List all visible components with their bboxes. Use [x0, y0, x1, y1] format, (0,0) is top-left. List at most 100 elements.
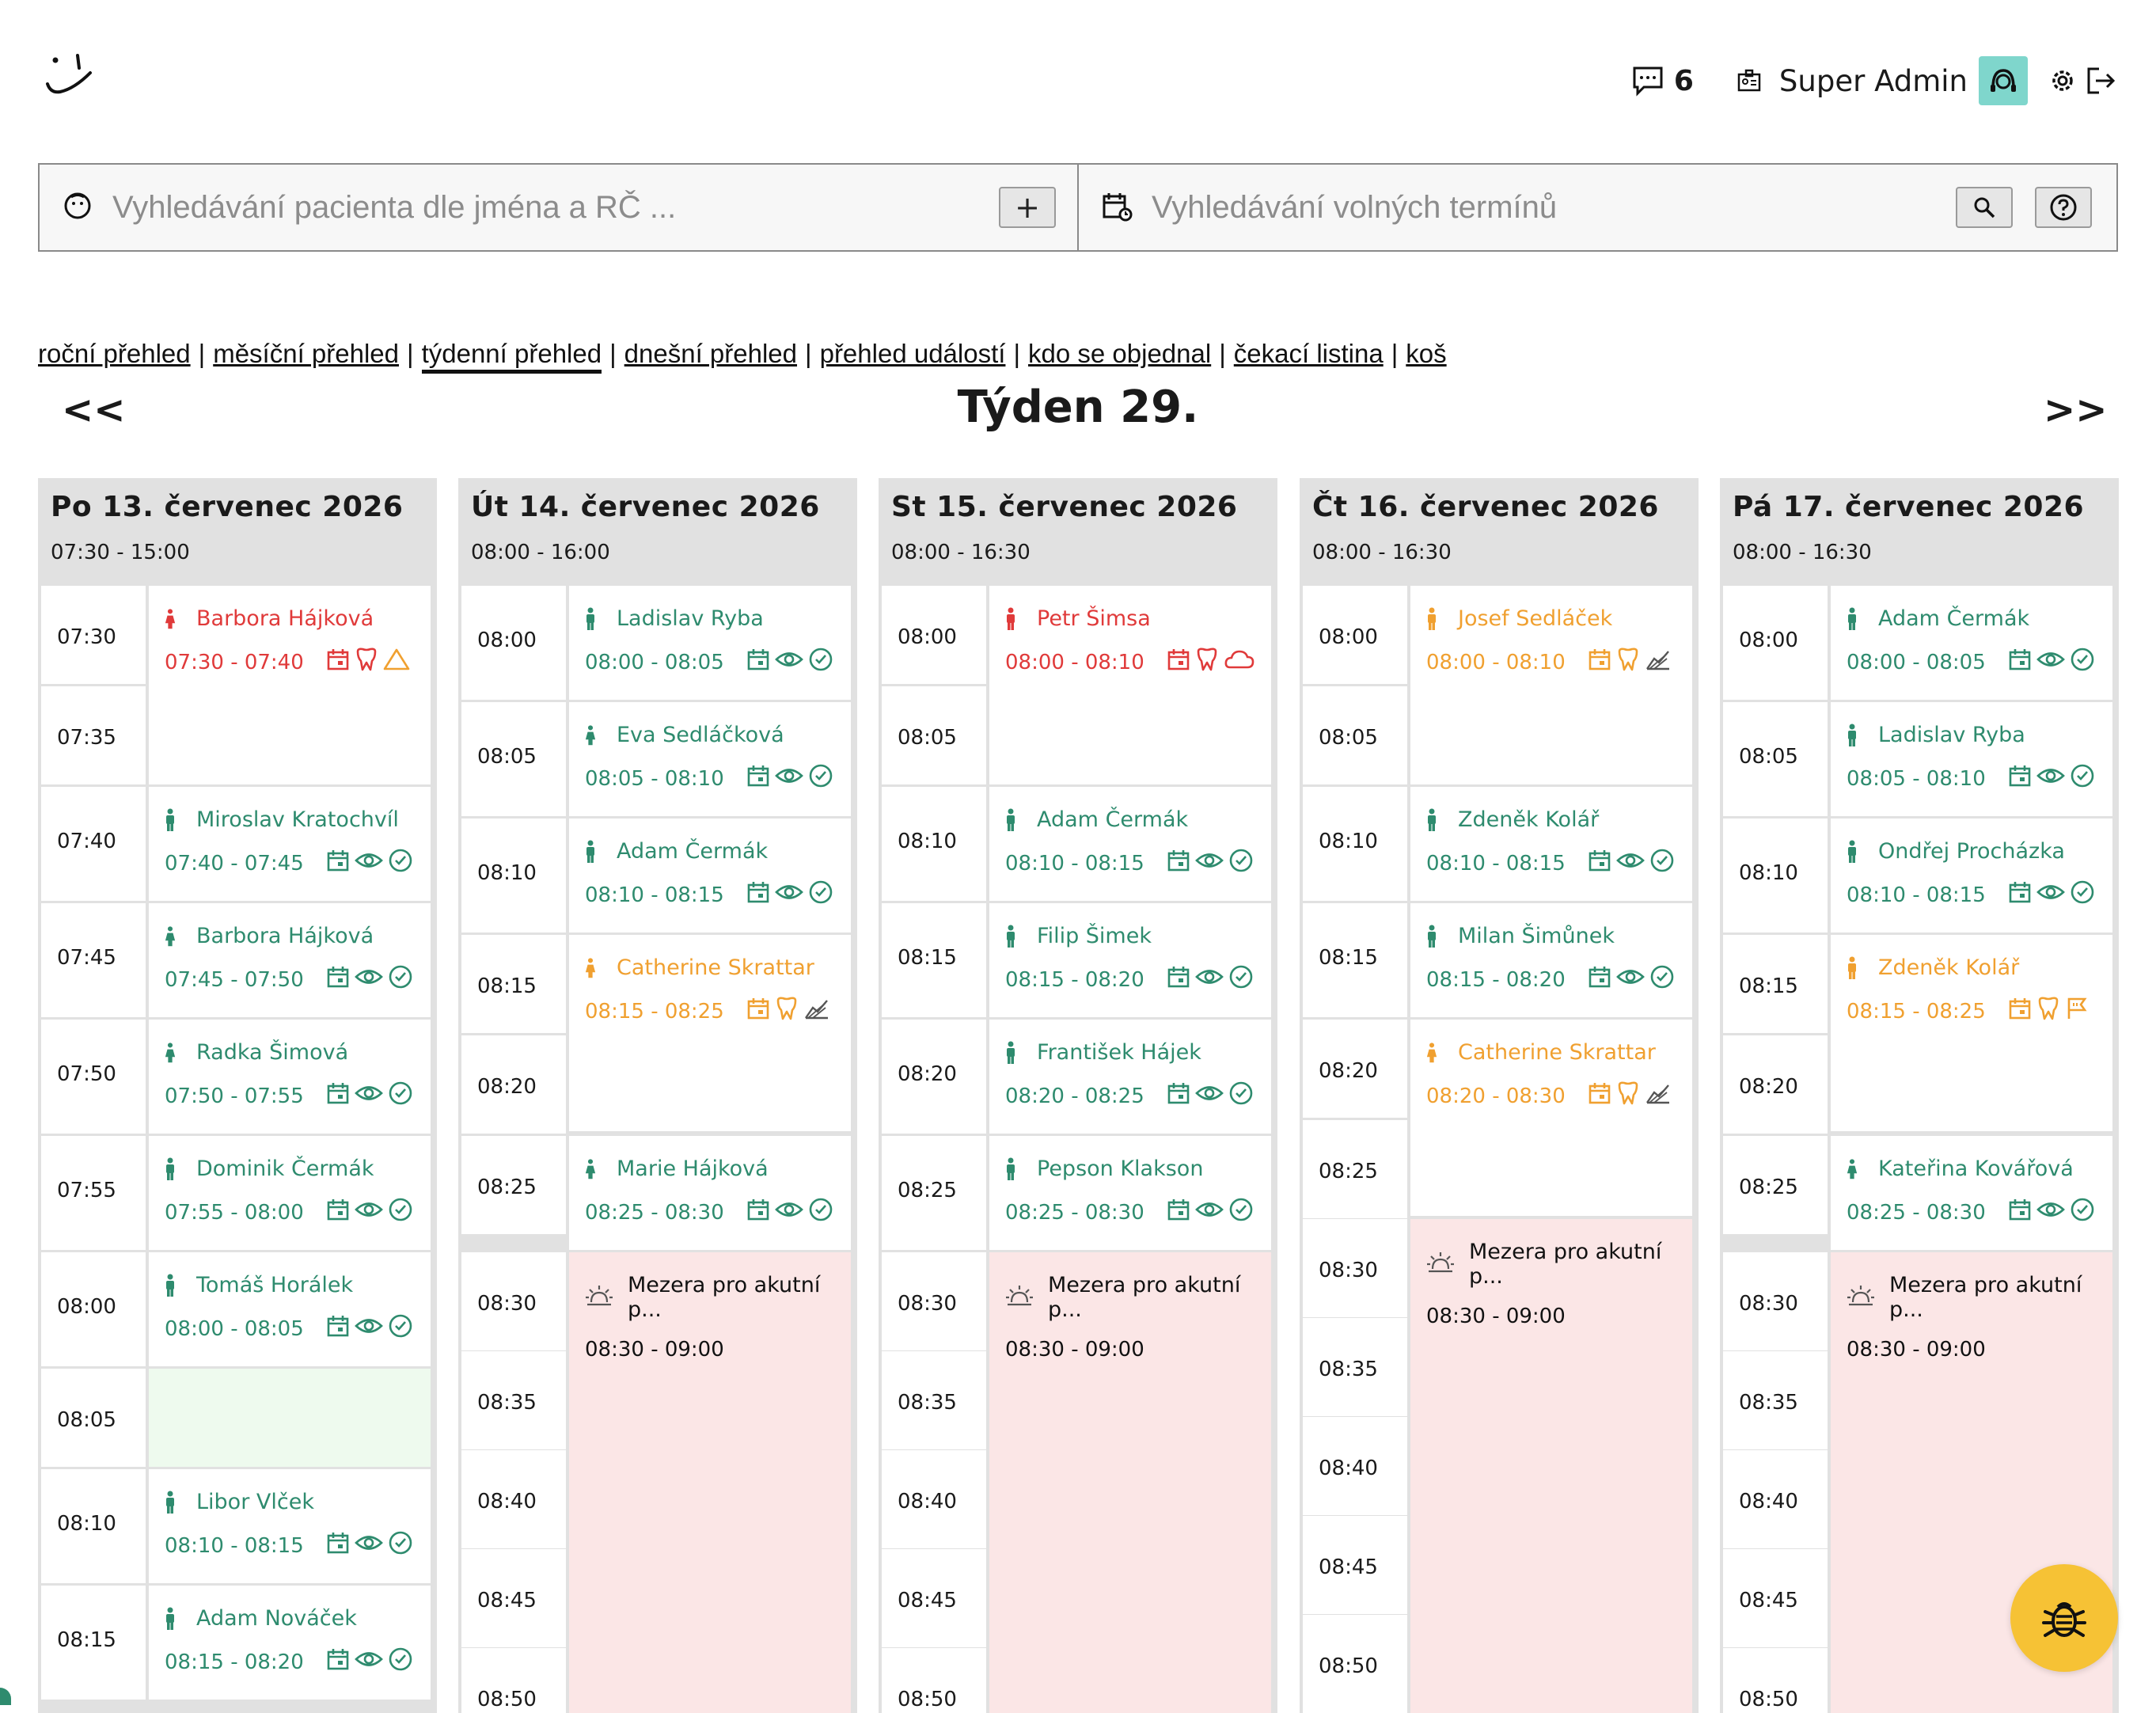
time-slot-label[interactable]: 08:50 — [461, 1648, 566, 1713]
appointment[interactable]: Marie Hájková 08:25 - 08:30 — [569, 1136, 851, 1250]
check-icon[interactable] — [388, 964, 418, 995]
eye-icon[interactable] — [774, 880, 808, 910]
check-icon[interactable] — [388, 1313, 418, 1344]
next-week-button[interactable]: >> — [2044, 388, 2108, 432]
calendar-icon[interactable] — [746, 880, 775, 910]
eye-icon[interactable] — [1194, 965, 1228, 994]
time-slot-label[interactable]: 08:00 — [882, 586, 986, 684]
appointment[interactable]: Tomáš Horálek 08:00 - 08:05 — [149, 1252, 431, 1366]
appointment[interactable]: Adam Nováček 08:15 - 08:20 — [149, 1586, 431, 1700]
check-icon[interactable] — [2070, 763, 2100, 794]
time-slot-label[interactable]: 08:30 — [1723, 1252, 1828, 1350]
calendar-icon[interactable] — [746, 764, 775, 793]
patient-name[interactable]: Adam Čermák — [1878, 606, 2030, 631]
calendar-icon[interactable] — [2008, 1198, 2036, 1227]
time-slot-label[interactable]: 08:00 — [41, 1252, 146, 1366]
patient-name[interactable]: Marie Hájková — [617, 1157, 769, 1181]
calendar-icon[interactable] — [1167, 1198, 1195, 1227]
appointment[interactable]: Radka Šimová 07:50 - 07:55 — [149, 1020, 431, 1134]
time-slot-label[interactable]: 07:50 — [41, 1020, 146, 1134]
eye-icon[interactable] — [354, 1531, 388, 1560]
check-icon[interactable] — [388, 1081, 418, 1111]
calendar-icon[interactable] — [1588, 965, 1616, 994]
calendar-icon[interactable] — [326, 1531, 355, 1560]
eye-icon[interactable] — [354, 849, 388, 878]
calendar-icon[interactable] — [2008, 997, 2036, 1026]
nav-link[interactable]: dnešní přehled — [624, 339, 798, 368]
acute-gap-block[interactable]: Mezera pro akutní p... 08:30 - 09:00 — [569, 1252, 851, 1713]
time-slot-label[interactable]: 08:30 — [882, 1252, 986, 1350]
time-slot-label[interactable]: 08:10 — [1723, 819, 1828, 932]
patient-name[interactable]: Eva Sedláčková — [617, 723, 784, 747]
check-icon[interactable] — [388, 1197, 418, 1228]
slot-search-input[interactable]: Vyhledávání volných termínů — [1152, 189, 1558, 225]
calendar-icon[interactable] — [1588, 648, 1616, 677]
time-slot-label[interactable]: 08:05 — [882, 686, 986, 784]
calendar-icon[interactable] — [1588, 849, 1616, 878]
appointment[interactable]: Adam Čermák 08:00 - 08:05 — [1831, 586, 2112, 700]
appointment[interactable]: Petr Šimsa 08:00 - 08:10 — [989, 586, 1271, 784]
prev-week-button[interactable]: << — [62, 388, 126, 432]
time-slot-label[interactable]: 08:05 — [1303, 686, 1407, 784]
time-slot-label[interactable]: 08:30 — [461, 1252, 566, 1350]
day-header[interactable]: Po 13. červenec 2026 07:30 - 15:00 — [38, 478, 437, 583]
check-icon[interactable] — [388, 1530, 418, 1561]
calendar-icon[interactable] — [326, 1647, 355, 1677]
calendar-icon[interactable] — [1588, 1081, 1616, 1111]
time-slot-label[interactable]: 08:35 — [1723, 1351, 1828, 1449]
time-slot-label[interactable]: 08:45 — [882, 1549, 986, 1647]
patient-name[interactable]: Ladislav Ryba — [1878, 723, 2025, 747]
time-slot-label[interactable]: 08:35 — [882, 1351, 986, 1449]
patient-name[interactable]: Tomáš Horálek — [196, 1273, 354, 1297]
eye-icon[interactable] — [1194, 849, 1228, 878]
patient-name[interactable]: Miroslav Kratochvíl — [196, 807, 399, 832]
acute-gap-block[interactable]: Mezera pro akutní p... 08:30 - 09:00 — [989, 1252, 1271, 1713]
warning-icon[interactable] — [383, 648, 415, 677]
logout-icon[interactable] — [2085, 65, 2116, 97]
calendar-icon[interactable] — [326, 648, 355, 677]
check-icon[interactable] — [1228, 848, 1258, 879]
time-slot-label[interactable]: 08:50 — [882, 1648, 986, 1713]
eye-icon[interactable] — [2036, 880, 2070, 910]
add-patient-button[interactable]: + — [999, 187, 1056, 228]
appointment[interactable]: Filip Šimek 08:15 - 08:20 — [989, 903, 1271, 1017]
patient-name[interactable]: Ondřej Procházka — [1878, 839, 2065, 864]
tooth-icon[interactable] — [1195, 647, 1224, 678]
calendar-icon[interactable] — [326, 1314, 355, 1343]
time-slot-label[interactable]: 08:45 — [461, 1549, 566, 1647]
appointment[interactable]: Miroslav Kratochvíl 07:40 - 07:45 — [149, 787, 431, 901]
appointment[interactable]: Catherine Skrattar 08:15 - 08:25 — [569, 935, 851, 1131]
appointment[interactable]: Milan Šimůnek 08:15 - 08:20 — [1410, 903, 1692, 1017]
time-slot-label[interactable]: 08:20 — [461, 1035, 566, 1134]
patient-name[interactable]: Adam Nováček — [196, 1606, 357, 1631]
calendar-icon[interactable] — [326, 1081, 355, 1111]
appointment[interactable]: Josef Sedláček 08:00 - 08:10 — [1410, 586, 1692, 784]
calendar-icon[interactable] — [1167, 849, 1195, 878]
chart-icon[interactable] — [1645, 1081, 1676, 1111]
time-slot-label[interactable]: 08:25 — [1723, 1136, 1828, 1234]
nav-link[interactable]: týdenní přehled — [421, 339, 602, 374]
eye-icon[interactable] — [2036, 648, 2070, 677]
eye-icon[interactable] — [2036, 1198, 2070, 1227]
eye-icon[interactable] — [354, 1647, 388, 1677]
check-icon[interactable] — [2070, 879, 2100, 910]
eye-icon[interactable] — [1194, 1081, 1228, 1111]
appointment[interactable]: Dominik Čermák 07:55 - 08:00 — [149, 1136, 431, 1250]
appointment[interactable]: Adam Čermák 08:10 - 08:15 — [569, 819, 851, 932]
nav-link[interactable]: kdo se objednal — [1028, 339, 1212, 368]
eye-icon[interactable] — [354, 1314, 388, 1343]
flag-icon[interactable] — [2065, 997, 2093, 1026]
check-icon[interactable] — [1649, 848, 1680, 879]
patient-name[interactable]: Barbora Hájková — [196, 924, 374, 948]
patient-name[interactable]: Zdeněk Kolář — [1458, 807, 1600, 832]
calendar-icon[interactable] — [1167, 1081, 1195, 1111]
time-slot-label[interactable]: 08:05 — [1723, 702, 1828, 816]
patient-name[interactable]: Pepson Klakson — [1037, 1157, 1204, 1181]
time-slot-label[interactable]: 08:50 — [1303, 1615, 1407, 1713]
patient-name[interactable]: Adam Čermák — [617, 839, 769, 864]
patient-name[interactable]: Catherine Skrattar — [617, 955, 814, 980]
time-slot-label[interactable]: 08:00 — [461, 586, 566, 700]
acute-gap-block[interactable]: Mezera pro akutní p... 08:30 - 09:00 — [1410, 1219, 1692, 1713]
patient-name[interactable]: Catherine Skrattar — [1458, 1040, 1656, 1065]
check-icon[interactable] — [808, 647, 838, 678]
